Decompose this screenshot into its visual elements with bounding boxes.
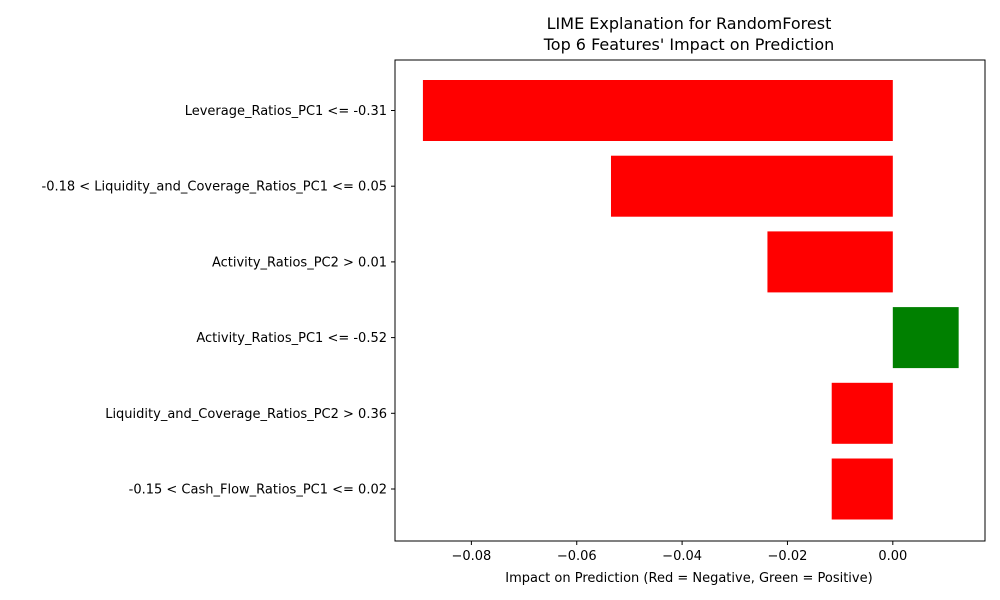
x-axis: −0.08 −0.06 −0.04 −0.02 0.00 [451, 541, 907, 564]
bar-5 [831, 382, 893, 444]
bar-6 [831, 458, 893, 520]
y-tick-label-2: -0.18 < Liquidity_and_Coverage_Ratios_PC… [42, 180, 387, 195]
x-tick-label-3: −0.04 [662, 549, 702, 564]
bar-2 [610, 155, 893, 217]
y-tick-label-6: -0.15 < Cash_Flow_Ratios_PC1 <= 0.02 [129, 483, 387, 498]
y-tick-label-5: Liquidity_and_Coverage_Ratios_PC2 > 0.36 [105, 407, 387, 422]
bar-1 [422, 80, 893, 141]
bar-4 [892, 307, 959, 369]
chart-title-line-2: Top 6 Features' Impact on Prediction [543, 35, 835, 54]
x-tick-label-2: −0.06 [557, 549, 597, 564]
y-tick-label-3: Activity_Ratios_PC2 > 0.01 [212, 255, 387, 270]
y-tick-labels: Leverage_Ratios_PC1 <= -0.31 -0.18 < Liqu… [42, 104, 395, 498]
bars-group [422, 80, 959, 520]
y-tick-label-4: Activity_Ratios_PC1 <= -0.52 [196, 331, 387, 346]
y-tick-label-1: Leverage_Ratios_PC1 <= -0.31 [185, 104, 387, 119]
x-tick-label-4: −0.02 [768, 549, 808, 564]
plot-frame [394, 59, 986, 542]
bar-3 [767, 231, 893, 293]
x-tick-label-1: −0.08 [451, 549, 491, 564]
chart-title-line-1: LIME Explanation for RandomForest [547, 14, 832, 33]
x-tick-label-5: 0.00 [878, 549, 907, 564]
x-axis-label: Impact on Prediction (Red = Negative, Gr… [505, 571, 872, 586]
